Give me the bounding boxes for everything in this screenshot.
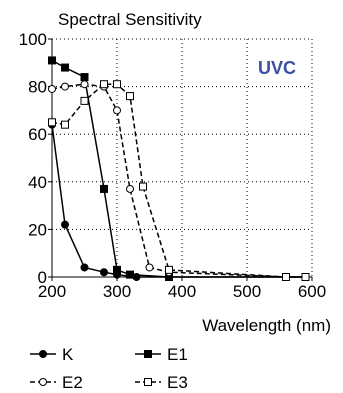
data-point-e3 <box>301 273 310 281</box>
y-tick-label: 20 <box>28 220 47 239</box>
legend-item-k: K <box>30 345 74 364</box>
series-e2 <box>48 80 310 281</box>
y-tick-label: 80 <box>28 78 47 97</box>
legend-label: K <box>62 345 74 364</box>
x-tick-label: 400 <box>168 282 196 301</box>
data-point-e2 <box>48 84 56 93</box>
y-tick-labels: 0 20 40 60 80 100 <box>19 30 47 287</box>
legend-item-e3: E3 <box>135 373 188 392</box>
legend-label: E1 <box>167 345 188 364</box>
series-line-e1 <box>51 59 306 278</box>
data-point-e3 <box>48 118 56 127</box>
data-point-e3 <box>126 92 134 101</box>
data-point-e3 <box>113 80 121 89</box>
data-point-k <box>61 220 69 229</box>
uvc-badge: UVC <box>258 58 296 78</box>
x-axis-label: Wavelength (nm) <box>202 316 331 335</box>
legend-label: E2 <box>62 373 83 392</box>
y-tick-label: 0 <box>38 268 47 287</box>
data-point-e1 <box>80 73 89 82</box>
data-point-e3 <box>282 273 290 281</box>
data-point-e2 <box>126 184 134 193</box>
legend-item-e1: E1 <box>135 345 188 364</box>
legend-marker <box>144 378 152 386</box>
series-e1 <box>48 56 310 281</box>
series-e3 <box>48 80 310 281</box>
data-point-e2 <box>113 106 121 115</box>
x-tick-label: 600 <box>298 282 326 301</box>
data-point-k <box>100 268 108 277</box>
x-tick-label: 500 <box>233 282 261 301</box>
data-point-e1 <box>100 184 108 193</box>
data-point-e1 <box>126 270 134 279</box>
grid <box>52 38 313 277</box>
legend-marker <box>39 350 47 358</box>
series-line-k <box>51 124 306 278</box>
y-tick-label: 40 <box>28 173 47 192</box>
y-tick-label: 60 <box>28 125 47 144</box>
series-k <box>48 120 310 281</box>
x-tick-labels: 200 300 400 500 600 <box>38 282 326 301</box>
y-tick-label: 100 <box>19 30 47 49</box>
data-point-e3 <box>139 182 147 191</box>
data-point-e1 <box>48 56 56 65</box>
data-point-e3 <box>80 96 89 105</box>
data-point-e1 <box>113 265 121 274</box>
series-layer <box>48 56 310 281</box>
x-tick-label: 200 <box>38 282 66 301</box>
data-point-e2 <box>61 82 69 91</box>
series-line-e3 <box>51 83 306 278</box>
data-point-e1 <box>61 63 69 72</box>
legend: K E1 E2 E3 <box>30 345 188 392</box>
data-point-e2 <box>80 80 89 89</box>
legend-marker <box>39 378 47 386</box>
data-point-e3 <box>165 265 173 274</box>
legend-item-e2: E2 <box>30 373 83 392</box>
x-tick-label: 300 <box>103 282 131 301</box>
data-point-e3 <box>61 120 69 129</box>
legend-marker <box>144 350 152 358</box>
data-point-k <box>80 263 89 272</box>
chart-title: Spectral Sensitivity <box>58 10 202 29</box>
data-point-e2 <box>145 263 154 272</box>
data-point-e3 <box>100 80 108 89</box>
legend-label: E3 <box>167 373 188 392</box>
